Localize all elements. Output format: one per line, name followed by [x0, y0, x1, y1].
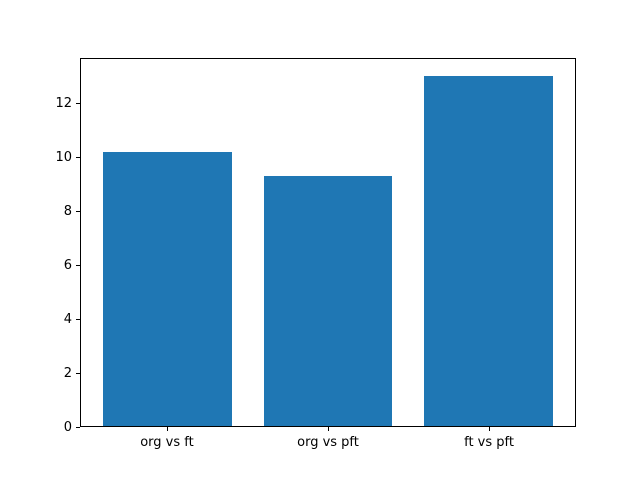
- y-tick: [76, 156, 80, 158]
- bar: [424, 76, 553, 426]
- y-tick-label: 8: [63, 203, 72, 219]
- y-tick-label: 2: [63, 365, 72, 381]
- x-tick: [166, 427, 168, 431]
- y-tick: [76, 318, 80, 320]
- y-tick: [76, 372, 80, 374]
- bar: [103, 151, 232, 426]
- bar: [263, 175, 393, 426]
- plot-area: [80, 58, 576, 427]
- y-tick: [76, 102, 80, 104]
- x-tick: [489, 427, 491, 431]
- y-tick-label: 6: [63, 257, 72, 273]
- y-tick: [76, 264, 80, 266]
- y-tick-label: 10: [55, 149, 72, 165]
- y-tick: [76, 210, 80, 212]
- y-tick-label: 4: [63, 311, 72, 327]
- x-tick-label: ft vs pft: [464, 435, 514, 450]
- x-tick: [328, 427, 329, 431]
- y-tick-label: 12: [55, 95, 72, 111]
- x-tick-label: org vs ft: [140, 435, 194, 450]
- y-tick: [76, 427, 80, 428]
- y-tick-label: 0: [63, 420, 72, 435]
- x-tick-label: org vs pft: [297, 435, 359, 450]
